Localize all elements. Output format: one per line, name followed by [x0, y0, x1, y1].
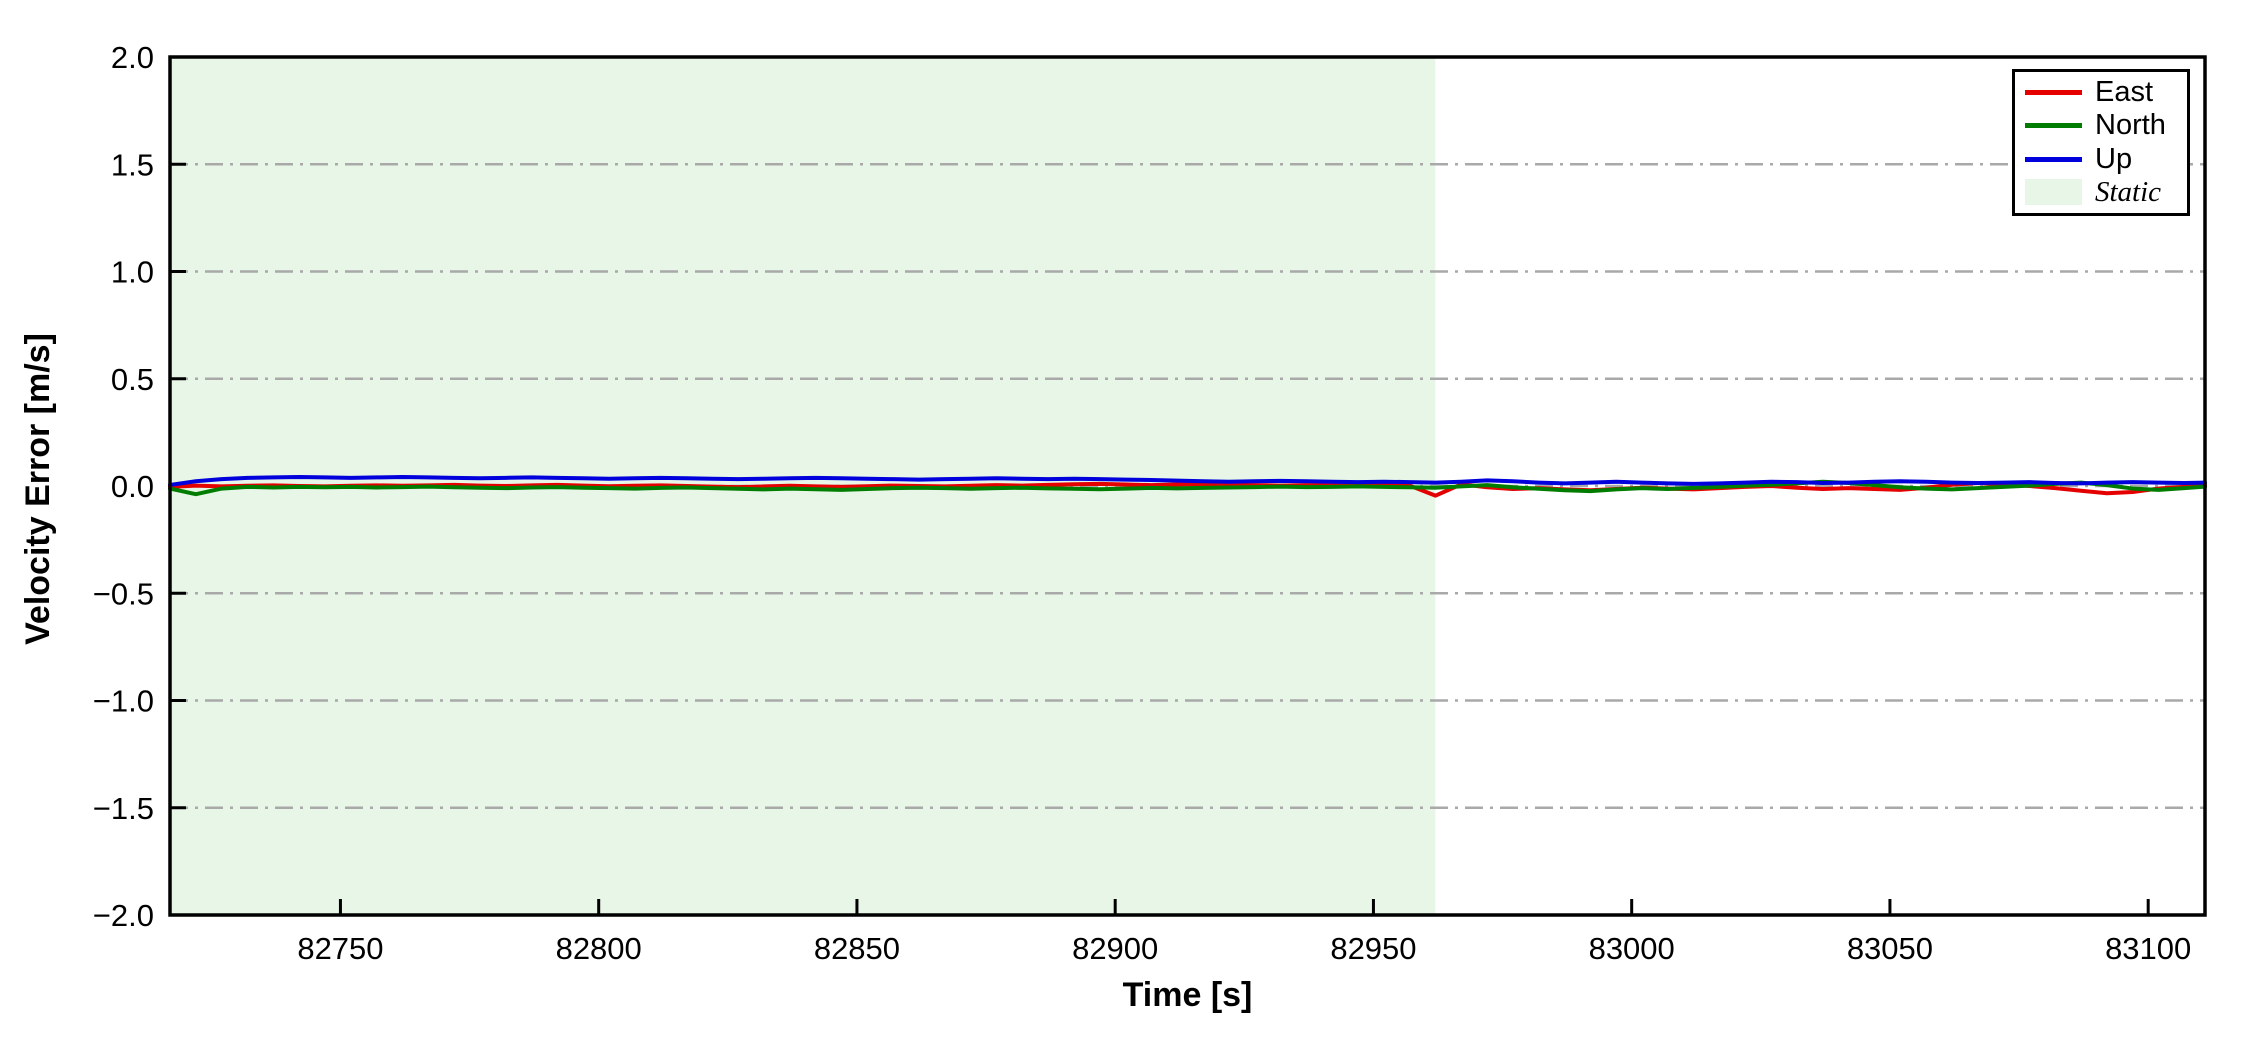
legend-item-static: Static — [2025, 176, 2177, 209]
y-tick-label: 2.0 — [111, 40, 154, 75]
x-axis-label: Time [s] — [1122, 976, 1253, 1014]
east-line-swatch — [2025, 90, 2082, 96]
legend: East North Up Static — [2012, 69, 2190, 216]
legend-item-up: Up — [2025, 143, 2177, 176]
x-tick-label: 82750 — [297, 931, 383, 966]
plot-frame — [168, 55, 2207, 917]
series-line-east — [168, 480, 2207, 498]
north-line-swatch — [2025, 123, 2082, 129]
up-line-swatch — [2025, 156, 2082, 162]
series-line-up — [168, 474, 2207, 487]
y-tick-label: −1.0 — [93, 684, 154, 719]
x-tick-label: 83100 — [2105, 931, 2191, 966]
legend-label-up: Up — [2095, 142, 2133, 175]
y-tick-label: −2.0 — [93, 898, 154, 933]
legend-label-static: Static — [2095, 175, 2162, 208]
legend-item-east: East — [2025, 76, 2177, 109]
y-tick-label: 0.0 — [111, 469, 154, 504]
y-tick-label: −1.5 — [93, 791, 154, 826]
x-tick-label: 82800 — [556, 931, 642, 966]
series-line-north — [168, 479, 2207, 497]
y-tick-label: −0.5 — [93, 576, 154, 611]
x-tick-label: 82850 — [814, 931, 900, 966]
x-tick-label: 82900 — [1072, 931, 1158, 966]
x-tick-label: 83050 — [1847, 931, 1933, 966]
y-tick-label: 0.5 — [111, 362, 154, 397]
y-tick-label: 1.5 — [111, 147, 154, 182]
legend-item-north: North — [2025, 109, 2177, 142]
static-patch-swatch — [2025, 179, 2082, 206]
y-axis-label: Velocity Error [m/s] — [19, 333, 57, 645]
legend-label-north: North — [2095, 109, 2166, 142]
x-tick-label: 82950 — [1330, 931, 1416, 966]
legend-label-east: East — [2095, 76, 2154, 109]
y-tick-label: 1.0 — [111, 255, 154, 290]
x-tick-label: 83000 — [1589, 931, 1675, 966]
